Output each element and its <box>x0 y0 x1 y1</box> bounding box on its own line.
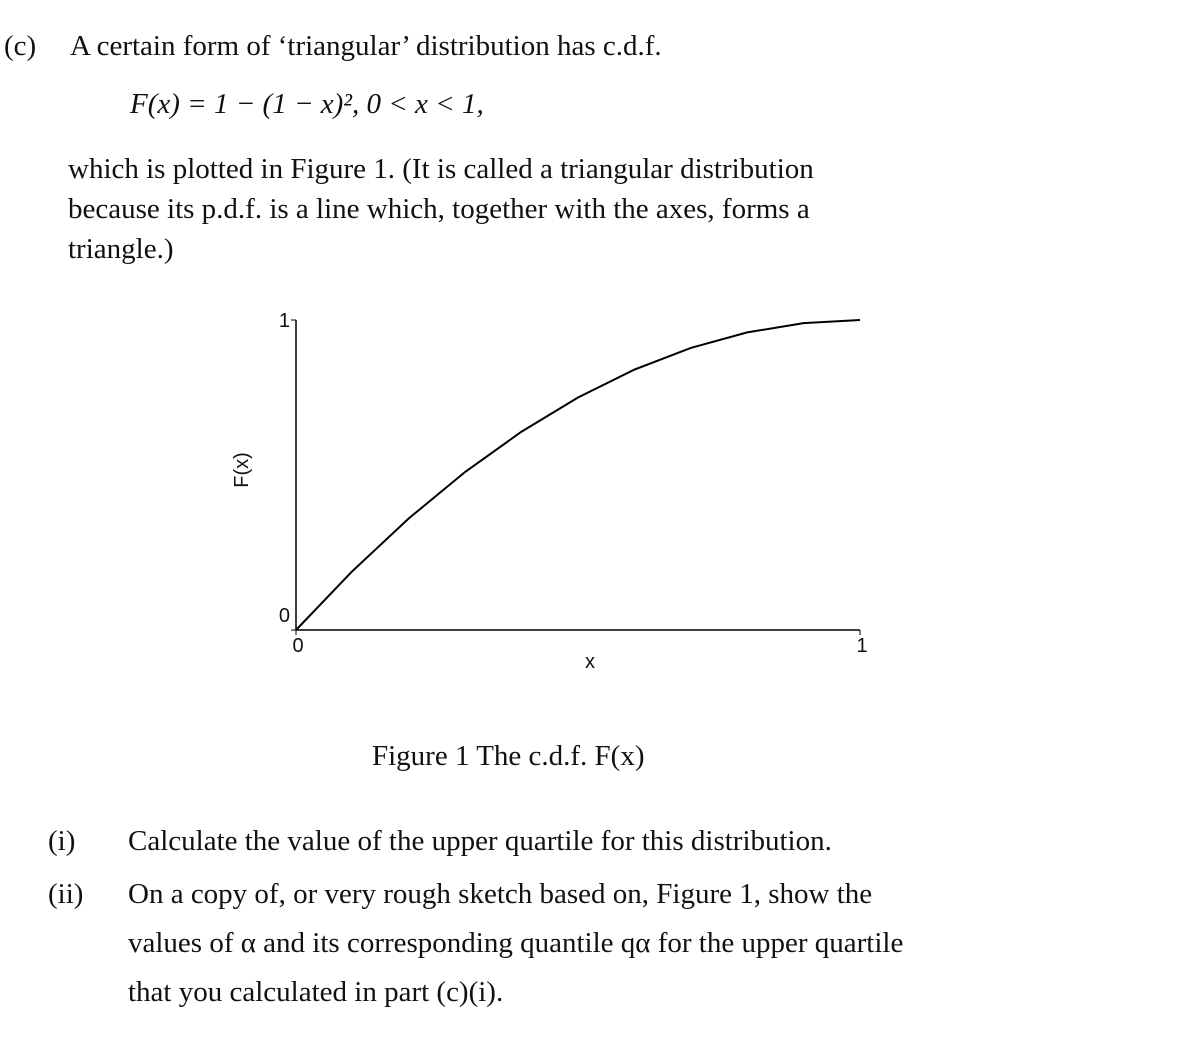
question-intro: A certain form of ‘triangular’ distribut… <box>70 30 662 62</box>
formula: F(x) = 1 − (1 − x)², 0 < x < 1, <box>129 88 484 120</box>
part-label: (i) <box>48 825 75 857</box>
paragraph-line: which is plotted in Figure 1. (It is cal… <box>68 153 814 185</box>
x-tick-label: 0 <box>292 635 303 657</box>
paragraph-line: because its p.d.f. is a line which, toge… <box>68 193 810 225</box>
part-line: that you calculated in part (c)(i). <box>128 976 503 1008</box>
figure-caption: Figure 1 The c.d.f. F(x) <box>372 740 645 772</box>
y-axis-label: F(x) <box>231 452 253 488</box>
question-label: (c) <box>4 30 36 62</box>
paragraph-line: triangle.) <box>68 233 173 265</box>
cdf-curve <box>295 319 861 631</box>
y-tick-label: 0 <box>279 605 290 627</box>
x-axis-label: x <box>585 651 595 673</box>
part-line: values of α and its corresponding quanti… <box>128 927 903 959</box>
part-line: On a copy of, or very rough sketch based… <box>128 878 872 910</box>
y-tick-label: 1 <box>279 310 290 332</box>
x-tick-label: 1 <box>856 635 867 657</box>
part-line: Calculate the value of the upper quartil… <box>128 825 832 857</box>
part-label: (ii) <box>48 878 83 910</box>
